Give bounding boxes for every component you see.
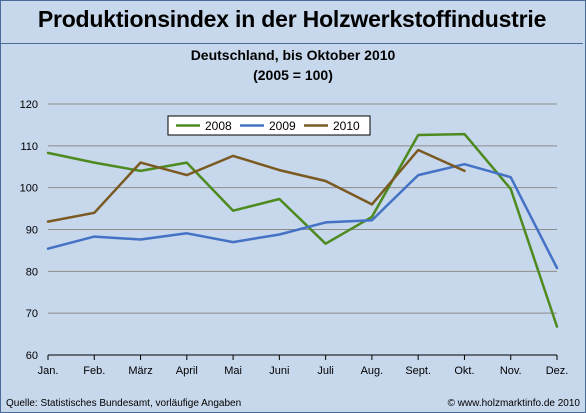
series-line-2010 bbox=[46, 148, 466, 223]
legend-label: 2009 bbox=[269, 119, 296, 133]
x-tick-label: Nov. bbox=[500, 365, 522, 377]
source-note: Quelle: Statistisches Bundesamt, vorläuf… bbox=[6, 398, 241, 409]
series-line-2009 bbox=[46, 162, 559, 270]
x-tick-label: Sept. bbox=[405, 365, 431, 377]
legend-box bbox=[167, 115, 371, 136]
legend-label: 2008 bbox=[205, 119, 232, 133]
page-title: Produktionsindex in der Holzwerkstoffind… bbox=[37, 6, 547, 32]
y-tick-label: 90 bbox=[26, 225, 38, 237]
title-bar: Produktionsindex in der Holzwerkstoffind… bbox=[1, 1, 583, 43]
axes: 60 70 80 90 100 110 120 Jan. Feb. März April Mai Jun… bbox=[20, 99, 569, 377]
y-tick-label: 120 bbox=[20, 99, 38, 111]
legend: 2008 2009 2010 bbox=[167, 115, 371, 136]
chart-title: Deutschland, bis Oktober 2010 bbox=[191, 47, 396, 63]
x-tick-label: April bbox=[176, 365, 198, 377]
x-tick-label: Aug. bbox=[361, 365, 384, 377]
x-tick-label: März bbox=[128, 365, 152, 377]
series-lines bbox=[46, 132, 559, 328]
x-tick-label: Juli bbox=[317, 365, 334, 377]
y-tick-label: 110 bbox=[20, 141, 38, 153]
legend-label: 2010 bbox=[333, 119, 360, 133]
chart-subtitle: (2005 = 100) bbox=[253, 67, 333, 83]
x-tick-label: Juni bbox=[269, 365, 289, 377]
x-tick-label: Feb. bbox=[83, 365, 105, 377]
series-line-2008 bbox=[46, 132, 559, 328]
x-tick-label: Okt. bbox=[454, 365, 474, 377]
y-tick-label: 100 bbox=[20, 183, 38, 195]
y-tick-label: 70 bbox=[26, 308, 38, 320]
y-tick-label: 60 bbox=[26, 350, 38, 362]
copyright-note: © www.holzmarktinfo.de 2010 bbox=[448, 398, 581, 409]
x-tick-label: Dez. bbox=[546, 365, 569, 377]
x-tick-label: Mai bbox=[224, 365, 242, 377]
x-tick-label: Jan. bbox=[38, 365, 59, 377]
title-divider bbox=[1, 43, 583, 44]
y-tick-label: 80 bbox=[26, 266, 38, 278]
